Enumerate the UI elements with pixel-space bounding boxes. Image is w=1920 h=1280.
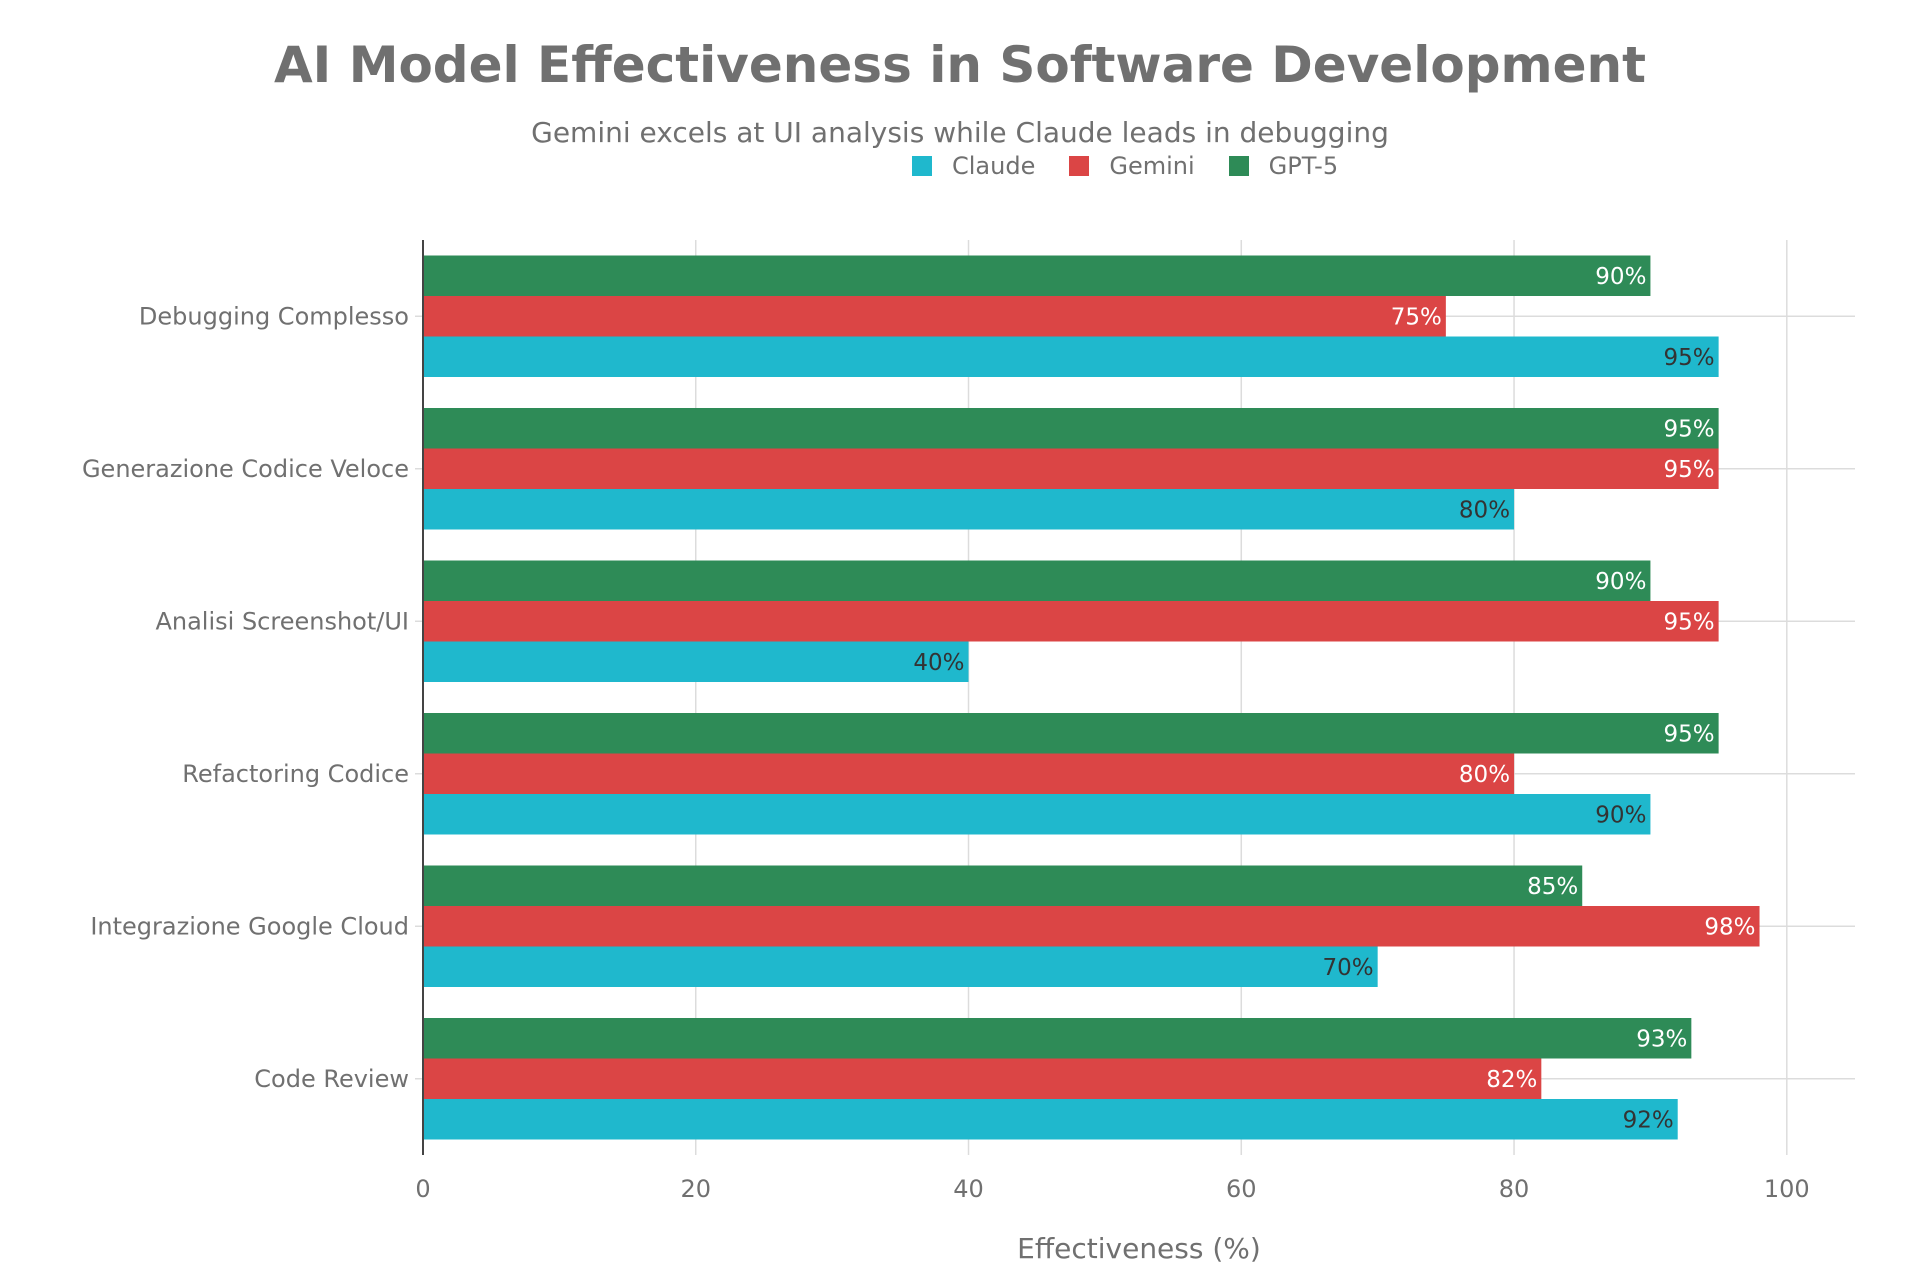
data-label: 95%: [1663, 416, 1714, 442]
y-tick-label: Refactoring Codice: [182, 760, 409, 788]
data-label: 80%: [1459, 497, 1510, 523]
bar-gemini: [423, 601, 1719, 642]
x-axis-title: Effectiveness (%): [1017, 1232, 1261, 1265]
data-label: 75%: [1391, 304, 1442, 330]
bar-gpt5: [423, 1018, 1692, 1059]
bar-claude: [423, 1099, 1678, 1140]
bar-claude: [423, 641, 969, 682]
legend-swatch-gpt5: [1228, 156, 1249, 176]
data-label: 40%: [913, 650, 964, 676]
y-tick-label: Analisi Screenshot/UI: [155, 607, 409, 635]
bar-gpt5: [423, 865, 1583, 906]
legend: Claude Gemini GPT-5: [912, 152, 1372, 180]
bar-gpt5: [423, 560, 1651, 601]
bars-layer: [423, 255, 1760, 1140]
legend-label-gemini: Gemini: [1109, 152, 1195, 180]
bar-gemini: [423, 906, 1760, 947]
y-tick-label: Debugging Complesso: [139, 302, 409, 330]
bar-gpt5: [423, 408, 1719, 449]
chart-subtitle: Gemini excels at UI analysis while Claud…: [531, 116, 1389, 149]
bar-claude: [423, 946, 1378, 987]
bar-claude: [423, 794, 1651, 835]
bar-gemini: [423, 1058, 1542, 1099]
bar-gpt5: [423, 713, 1719, 754]
data-label: 90%: [1595, 264, 1646, 290]
legend-item-gemini[interactable]: Gemini: [1069, 152, 1195, 180]
bar-claude: [423, 336, 1719, 377]
legend-label-claude: Claude: [952, 152, 1036, 180]
data-label: 95%: [1663, 721, 1714, 747]
x-tick-label: 100: [1764, 1175, 1810, 1203]
data-label: 93%: [1636, 1026, 1687, 1052]
bar-gemini: [423, 296, 1446, 337]
x-tick-label: 60: [1226, 1175, 1257, 1203]
bar-gemini: [423, 448, 1719, 489]
grid-layer: [415, 240, 1855, 1155]
bar-gemini: [423, 753, 1515, 794]
data-label: 82%: [1486, 1067, 1537, 1093]
data-label: 90%: [1595, 569, 1646, 595]
legend-item-gpt5[interactable]: GPT-5: [1228, 152, 1339, 180]
bar-gpt5: [423, 255, 1651, 296]
y-tick-label: Code Review: [254, 1065, 409, 1093]
data-label: 95%: [1663, 609, 1714, 635]
data-label: 80%: [1459, 762, 1510, 788]
x-tick-label: 0: [415, 1175, 430, 1203]
x-tick-label: 80: [1499, 1175, 1530, 1203]
x-tick-label: 40: [953, 1175, 984, 1203]
data-label: 95%: [1663, 345, 1714, 371]
legend-label-gpt5: GPT-5: [1268, 152, 1339, 180]
chart-title: AI Model Effectiveness in Software Devel…: [273, 36, 1647, 94]
axis-layer: 0 20 40 60 80 100 Debugging Complesso Generazio…: [82, 240, 1810, 1265]
data-label: 85%: [1527, 874, 1578, 900]
data-label: 98%: [1704, 914, 1755, 940]
labels-layer: 90% 75% 95% 95% 95% 80% 90% 95% 40% 95% 80% 90% 85% 9…: [913, 264, 1755, 1134]
data-label: 90%: [1595, 802, 1646, 828]
data-label: 92%: [1623, 1107, 1674, 1133]
bar-claude: [423, 489, 1515, 530]
data-label: 70%: [1323, 955, 1374, 981]
legend-swatch-claude: [912, 156, 932, 176]
y-tick-label: Generazione Codice Veloce: [82, 455, 409, 483]
x-tick-label: 20: [680, 1175, 711, 1203]
y-tick-label: Integrazione Google Cloud: [90, 912, 409, 940]
legend-swatch-gemini: [1069, 156, 1090, 176]
data-label: 95%: [1663, 457, 1714, 483]
legend-item-claude[interactable]: Claude: [912, 152, 1035, 180]
